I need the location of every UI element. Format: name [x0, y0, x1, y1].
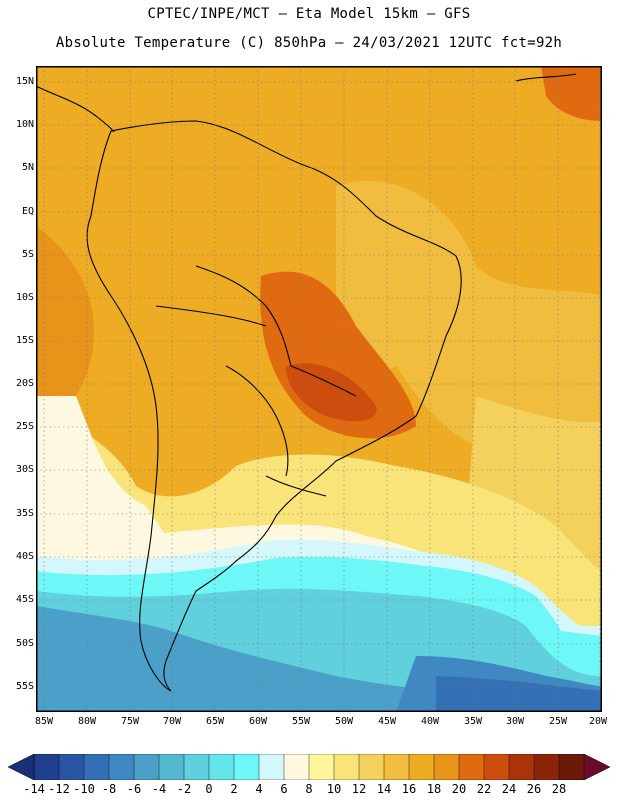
- colorbar-swatch: [83, 754, 110, 780]
- field-6: [36, 396, 166, 536]
- lon-label-70w: 70W: [162, 716, 182, 727]
- colorbar-swatch: [33, 754, 60, 780]
- lat-label-50s: 50S: [15, 638, 34, 649]
- lat-label-10s: 10S: [15, 292, 34, 303]
- lon-label-25w: 25W: [548, 716, 568, 727]
- lat-label-15n: 15N: [15, 76, 34, 87]
- colorbar-label: 28: [551, 782, 567, 796]
- colorbar-swatch: [358, 754, 385, 780]
- lon-label-80w: 80W: [77, 716, 97, 727]
- colorbar-label: 24: [501, 782, 517, 796]
- map-frame: [36, 66, 602, 712]
- lat-label-10n: 10N: [15, 119, 34, 130]
- caribbean-islands: [515, 73, 577, 82]
- lon-label-75w: 75W: [120, 716, 140, 727]
- colorbar-label: -2: [176, 782, 192, 796]
- map-title-line-2: Absolute Temperature (C) 850hPa — 24/03/…: [55, 35, 563, 51]
- border-3: [225, 365, 289, 477]
- lat-label-55s: 55S: [15, 681, 34, 692]
- arrow-left-triangle-icon: [7, 754, 35, 780]
- lon-label-35w: 35W: [463, 716, 483, 727]
- colorbar-label: 14: [376, 782, 392, 796]
- colorbar: [7, 754, 611, 780]
- lon-label-30w: 30W: [505, 716, 525, 727]
- colorbar-label: 16: [401, 782, 417, 796]
- colorbar-swatch: [408, 754, 435, 780]
- lat-label-30s: 30S: [15, 464, 34, 475]
- colorbar-swatch: [383, 754, 410, 780]
- colorbar-label: -8: [101, 782, 117, 796]
- colorbar-swatch: [283, 754, 310, 780]
- coastlines: [36, 73, 577, 692]
- colorbar-label: -14: [23, 782, 45, 796]
- colorbar-label: -10: [73, 782, 95, 796]
- colorbar-swatch: [433, 754, 460, 780]
- field-lightyellow: [336, 180, 602, 486]
- lat-label-20s: 20S: [15, 378, 34, 389]
- lon-label-40w: 40W: [420, 716, 440, 727]
- map-title-line-1: CPTEC/INPE/MCT — Eta Model 15km — GFS: [147, 6, 471, 22]
- colorbar-label: 10: [326, 782, 342, 796]
- colorbar-label: 26: [526, 782, 542, 796]
- colorbar-label: -6: [126, 782, 142, 796]
- colorbar-swatch: [108, 754, 135, 780]
- lon-label-20w: 20W: [588, 716, 608, 727]
- colorbar-label: -4: [151, 782, 167, 796]
- lat-label-15s: 15S: [15, 335, 34, 346]
- colorbar-swatch: [483, 754, 510, 780]
- colorbar-swatch: [533, 754, 560, 780]
- lat-label-5n: 5N: [21, 162, 34, 173]
- colorbar-label: -12: [48, 782, 70, 796]
- lat-label-40s: 40S: [15, 551, 34, 562]
- colorbar-swatch: [333, 754, 360, 780]
- colorbar-swatch: [308, 754, 335, 780]
- colorbar-label: 18: [426, 782, 442, 796]
- field-24: [286, 363, 377, 422]
- colorbar-swatch: [158, 754, 185, 780]
- lon-label-50w: 50W: [334, 716, 354, 727]
- lon-label-60w: 60W: [248, 716, 268, 727]
- lon-label-65w: 65W: [205, 716, 225, 727]
- colorbar-label: 2: [230, 782, 238, 796]
- lat-label-5s: 5S: [21, 249, 34, 260]
- lon-label-45w: 45W: [377, 716, 397, 727]
- field-24-ne: [541, 66, 602, 121]
- colorbar-swatch: [558, 754, 585, 780]
- border-4: [290, 365, 357, 397]
- colorbar-label: 6: [280, 782, 288, 796]
- colorbar-swatch: [183, 754, 210, 780]
- colorbar-swatch: [58, 754, 85, 780]
- colorbar-swatch: [208, 754, 235, 780]
- field-18: [36, 226, 94, 406]
- lat-label-35s: 35S: [15, 508, 34, 519]
- colorbar-label: 20: [451, 782, 467, 796]
- colorbar-label: 12: [351, 782, 367, 796]
- lat-label-45s: 45S: [15, 594, 34, 605]
- colorbar-swatch: [258, 754, 285, 780]
- colorbar-swatch: [133, 754, 160, 780]
- field-minus10: [436, 676, 602, 712]
- colorbar-label: 4: [255, 782, 263, 796]
- lon-label-55w: 55W: [291, 716, 311, 727]
- colorbar-swatch: [458, 754, 485, 780]
- border-5: [265, 475, 327, 497]
- lon-label-85w: 85W: [34, 716, 54, 727]
- colorbar-label: 22: [476, 782, 492, 796]
- colorbar-label: 0: [205, 782, 213, 796]
- arrow-right-triangle-icon: [583, 754, 611, 780]
- colorbar-swatch: [233, 754, 260, 780]
- field-minus4: [36, 606, 476, 712]
- lat-label-25s: 25S: [15, 421, 34, 432]
- south-america-coast: [86, 120, 462, 692]
- temperature-map: [36, 66, 602, 712]
- lat-label-eq: EQ: [21, 206, 34, 217]
- colorbar-label: 8: [305, 782, 313, 796]
- border-1: [195, 265, 292, 367]
- colorbar-swatch: [508, 754, 535, 780]
- central-america: [36, 85, 115, 133]
